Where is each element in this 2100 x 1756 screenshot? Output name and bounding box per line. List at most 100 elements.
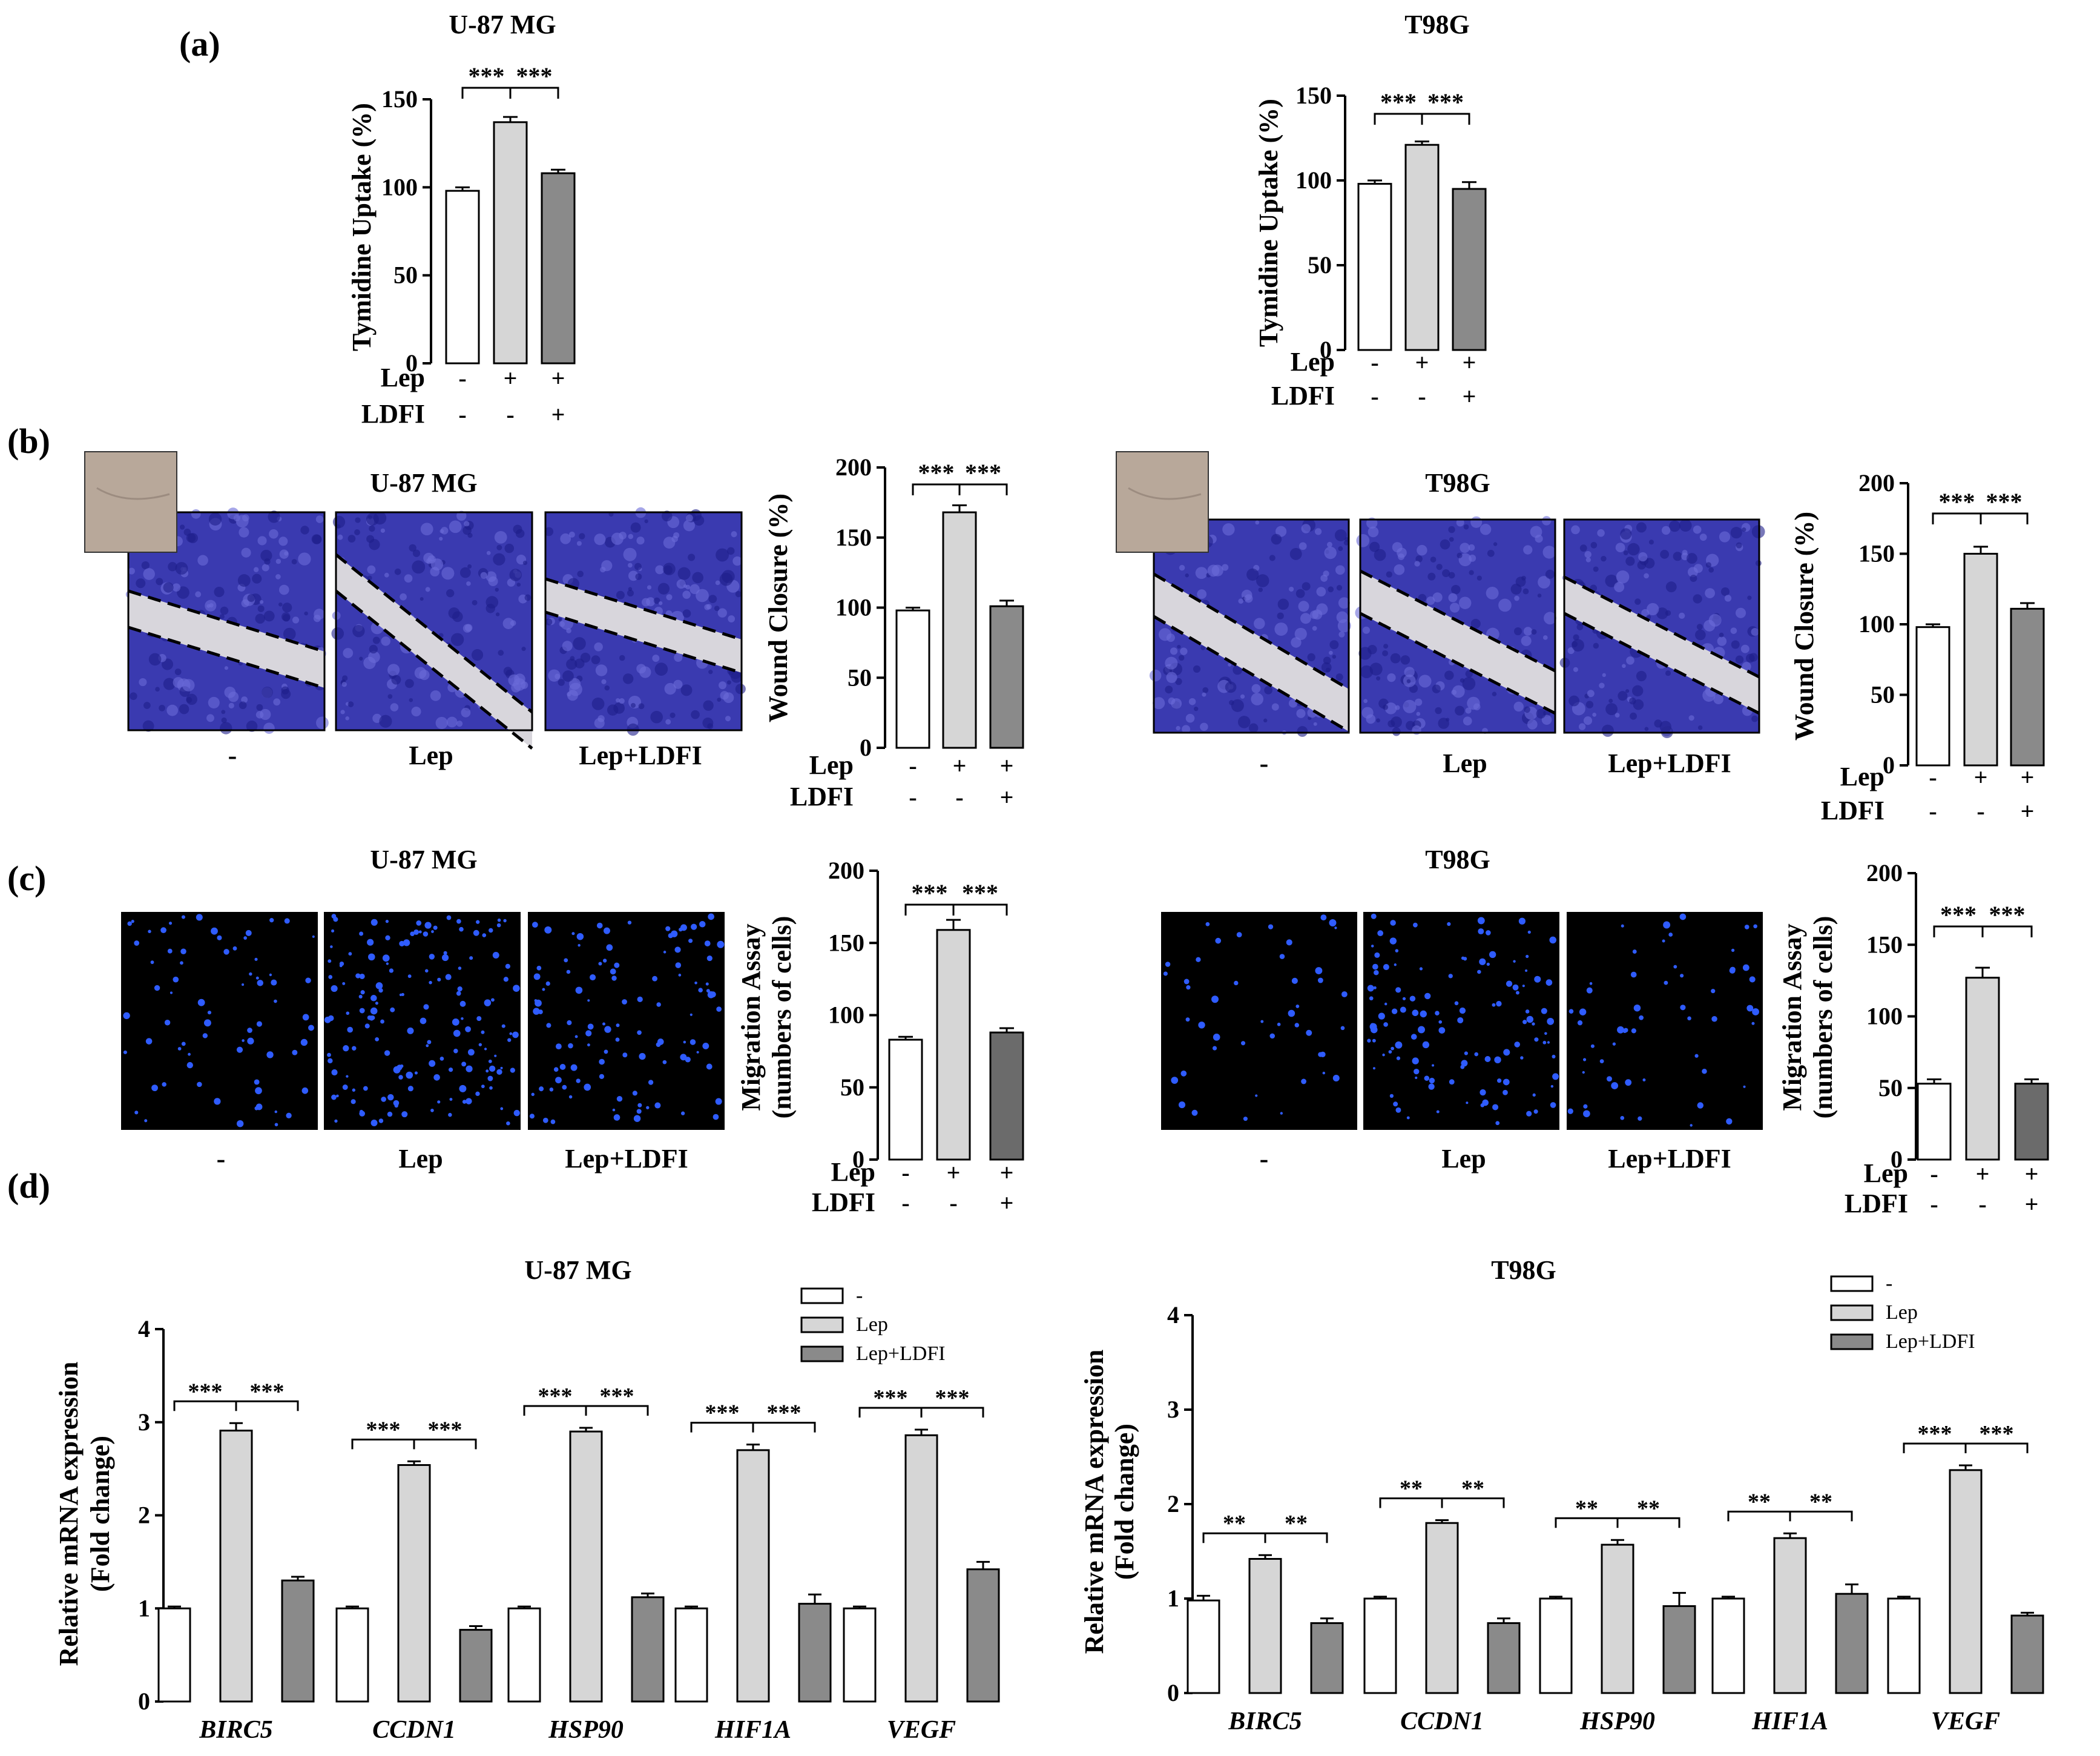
- migrated-cell: [286, 1112, 292, 1118]
- migrated-cell: [1673, 965, 1677, 969]
- stain-speck: [1374, 549, 1386, 561]
- migrated-cell: [148, 929, 151, 933]
- stain-speck: [472, 599, 478, 606]
- y-tick-label: 150: [1866, 931, 1903, 958]
- migrated-cell: [1620, 1115, 1625, 1120]
- y-tick-label: 0: [852, 1146, 864, 1173]
- stain-speck: [253, 567, 259, 572]
- stain-speck: [1656, 607, 1668, 619]
- stain-speck: [1465, 707, 1472, 714]
- migrated-cell: [1212, 1046, 1217, 1051]
- stain-speck: [570, 656, 575, 661]
- x-category-label: VEGF: [887, 1716, 956, 1744]
- migrated-cell: [706, 956, 713, 962]
- stain-speck: [1631, 685, 1644, 697]
- wound-frame: [544, 511, 743, 731]
- migrated-cell: [1186, 985, 1191, 990]
- migrated-cell: [1448, 974, 1453, 979]
- stain-speck: [1573, 634, 1579, 641]
- migrated-cell: [359, 1111, 365, 1117]
- treatment-mark: -: [458, 401, 466, 428]
- wound-frame: [1153, 518, 1350, 734]
- stain-speck: [628, 587, 633, 592]
- bar: [1452, 188, 1487, 351]
- migrated-cell: [539, 1086, 544, 1092]
- stain-speck: [1416, 711, 1421, 716]
- stain-speck: [168, 562, 177, 572]
- stain-speck: [400, 593, 407, 601]
- migrated-cell: [1568, 1009, 1574, 1014]
- stain-speck: [1521, 635, 1532, 647]
- migrated-cell: [196, 914, 203, 921]
- migrated-cell: [604, 1049, 608, 1054]
- migrated-cell: [1522, 985, 1525, 988]
- migrated-cell: [1279, 954, 1285, 959]
- migrated-cell: [453, 1029, 461, 1037]
- significance-bracket: [858, 1407, 984, 1418]
- stain-speck: [316, 716, 329, 730]
- stain-speck: [1605, 703, 1618, 715]
- stain-speck: [673, 532, 680, 539]
- migrated-cell: [123, 1012, 130, 1020]
- migrated-cell: [308, 1025, 314, 1031]
- stain-speck: [521, 647, 526, 652]
- stain-speck: [331, 627, 344, 640]
- y-tick-label: 0: [138, 1688, 150, 1715]
- stain-speck: [685, 584, 691, 590]
- stain-speck: [1244, 594, 1253, 603]
- migrated-cell: [1391, 1008, 1398, 1014]
- migration-image: [121, 912, 318, 1130]
- stain-speck: [1717, 636, 1727, 646]
- migrated-cell: [706, 1063, 713, 1070]
- wound-gap: [545, 579, 742, 673]
- stain-speck: [300, 526, 309, 535]
- migrated-cell: [1503, 1089, 1508, 1095]
- stain-speck: [555, 673, 561, 679]
- bar: [674, 1607, 708, 1703]
- stain-speck: [1384, 702, 1397, 715]
- stain-speck: [182, 679, 195, 692]
- wound-image: [125, 507, 329, 734]
- migrated-cell: [443, 951, 447, 955]
- stain-speck: [1299, 542, 1307, 550]
- stain-speck: [282, 614, 291, 622]
- stain-speck: [691, 710, 700, 719]
- stain-speck: [1455, 705, 1465, 716]
- stain-speck: [1538, 576, 1550, 589]
- migrated-cell: [1464, 1051, 1468, 1055]
- treatment-mark: +: [2021, 797, 2035, 825]
- migrated-cell: [352, 1046, 357, 1051]
- migration-images-c-t98: [1161, 912, 1763, 1130]
- stain-speck: [545, 618, 553, 625]
- migrated-cell: [481, 1084, 485, 1089]
- migrated-cell: [1191, 1109, 1198, 1116]
- migrated-cell: [602, 959, 607, 963]
- stain-speck: [143, 568, 155, 580]
- migrated-cell: [1449, 1079, 1455, 1085]
- migrated-cell: [636, 1109, 642, 1114]
- stain-speck: [1417, 544, 1427, 556]
- migrated-cell: [1680, 974, 1684, 978]
- migrated-cell: [1579, 1008, 1587, 1015]
- stain-speck: [1202, 687, 1209, 693]
- stain-speck: [1376, 718, 1380, 723]
- migrated-cell: [1726, 1118, 1733, 1125]
- stain-speck: [278, 584, 289, 595]
- migrated-cell: [1391, 1046, 1395, 1051]
- y-axis-label: (numbers of cells): [1808, 916, 1838, 1119]
- stain-speck: [623, 547, 637, 561]
- migrated-cell: [416, 920, 422, 926]
- migrated-cell: [1410, 1034, 1417, 1040]
- wound-image: [544, 507, 746, 736]
- bar: [1357, 183, 1392, 351]
- stain-speck: [1194, 706, 1199, 711]
- migrated-cell: [632, 1091, 637, 1096]
- migrated-cell: [378, 1118, 384, 1123]
- stain-speck: [369, 644, 378, 654]
- bar: [1310, 1622, 1344, 1694]
- stain-speck: [1449, 537, 1454, 542]
- wound-edge-line: [335, 590, 533, 750]
- migrated-cell: [461, 1061, 467, 1067]
- y-tick-label: 2: [1167, 1490, 1179, 1517]
- treatment-mark: -: [1418, 383, 1426, 410]
